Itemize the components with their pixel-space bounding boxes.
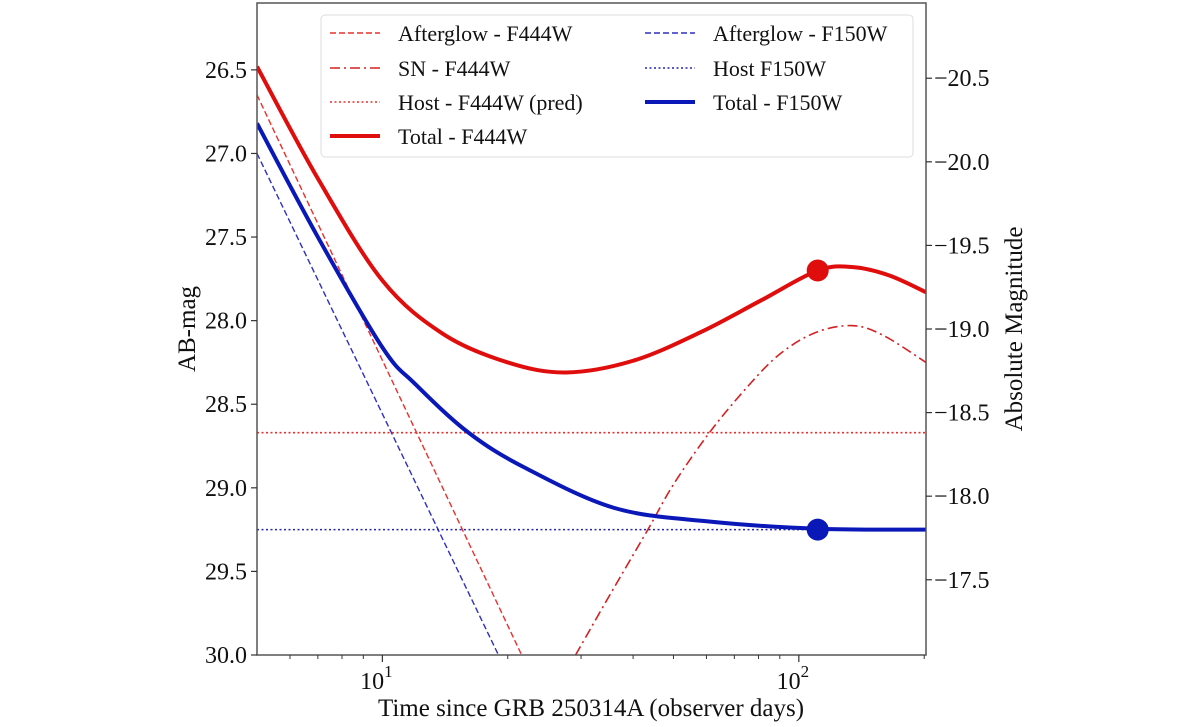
series-total-f150w [257, 122, 926, 532]
legend-label: Host F150W [713, 56, 826, 81]
legend-label: Host - F444W (pred) [398, 90, 583, 115]
y2-tick-label: −17.5 [934, 568, 990, 594]
y-tick-label: 26.5 [205, 58, 247, 84]
x-tick-label: 102 [777, 662, 810, 695]
legend-label: Afterglow - F150W [713, 21, 888, 46]
y-axis-label: AB-mag [174, 285, 201, 372]
y2-tick-label: −19.5 [934, 233, 990, 259]
y2-tick-label: −20.5 [934, 66, 990, 92]
observation-point [806, 518, 829, 541]
y-tick-label: 29.5 [205, 559, 247, 585]
y2-tick-label: −20.0 [934, 150, 990, 176]
series-layer [257, 65, 926, 655]
legend-label: Total - F150W [713, 90, 842, 115]
series-afterglow-f150w [257, 153, 500, 655]
x-axis-label: Time since GRB 250314A (observer days) [378, 695, 804, 722]
legend: Afterglow - F444W SN - F444W Host - F444W … [320, 14, 914, 158]
legend-label: SN - F444W [398, 56, 511, 81]
ticks-layer: 26.5 27.0 27.5 28.0 28.5 29.0 29.5 30.0 −20.5 −20… [205, 58, 990, 695]
y-tick-label: 27.0 [205, 141, 247, 167]
y-tick-label: 30.0 [205, 643, 247, 669]
x-tick-label: 101 [360, 662, 393, 695]
series-sn-f444w [574, 324, 926, 655]
series-total-f444w [257, 65, 926, 375]
y-tick-label: 28.0 [205, 309, 247, 335]
legend-box [320, 14, 914, 158]
legend-label: Total - F444W [398, 124, 527, 149]
y2-tick-label: −18.0 [934, 484, 990, 510]
y-tick-label: 28.5 [205, 392, 247, 418]
y2-axis-label: Absolute Magnitude [1001, 227, 1028, 432]
observation-point [806, 259, 829, 282]
y2-tick-label: −19.0 [934, 317, 990, 343]
legend-label: Afterglow - F444W [398, 21, 573, 46]
y-tick-label: 29.0 [205, 476, 247, 502]
y-tick-label: 27.5 [205, 225, 247, 251]
y2-tick-label: −18.5 [934, 401, 990, 427]
series-afterglow-f444w [257, 94, 523, 655]
